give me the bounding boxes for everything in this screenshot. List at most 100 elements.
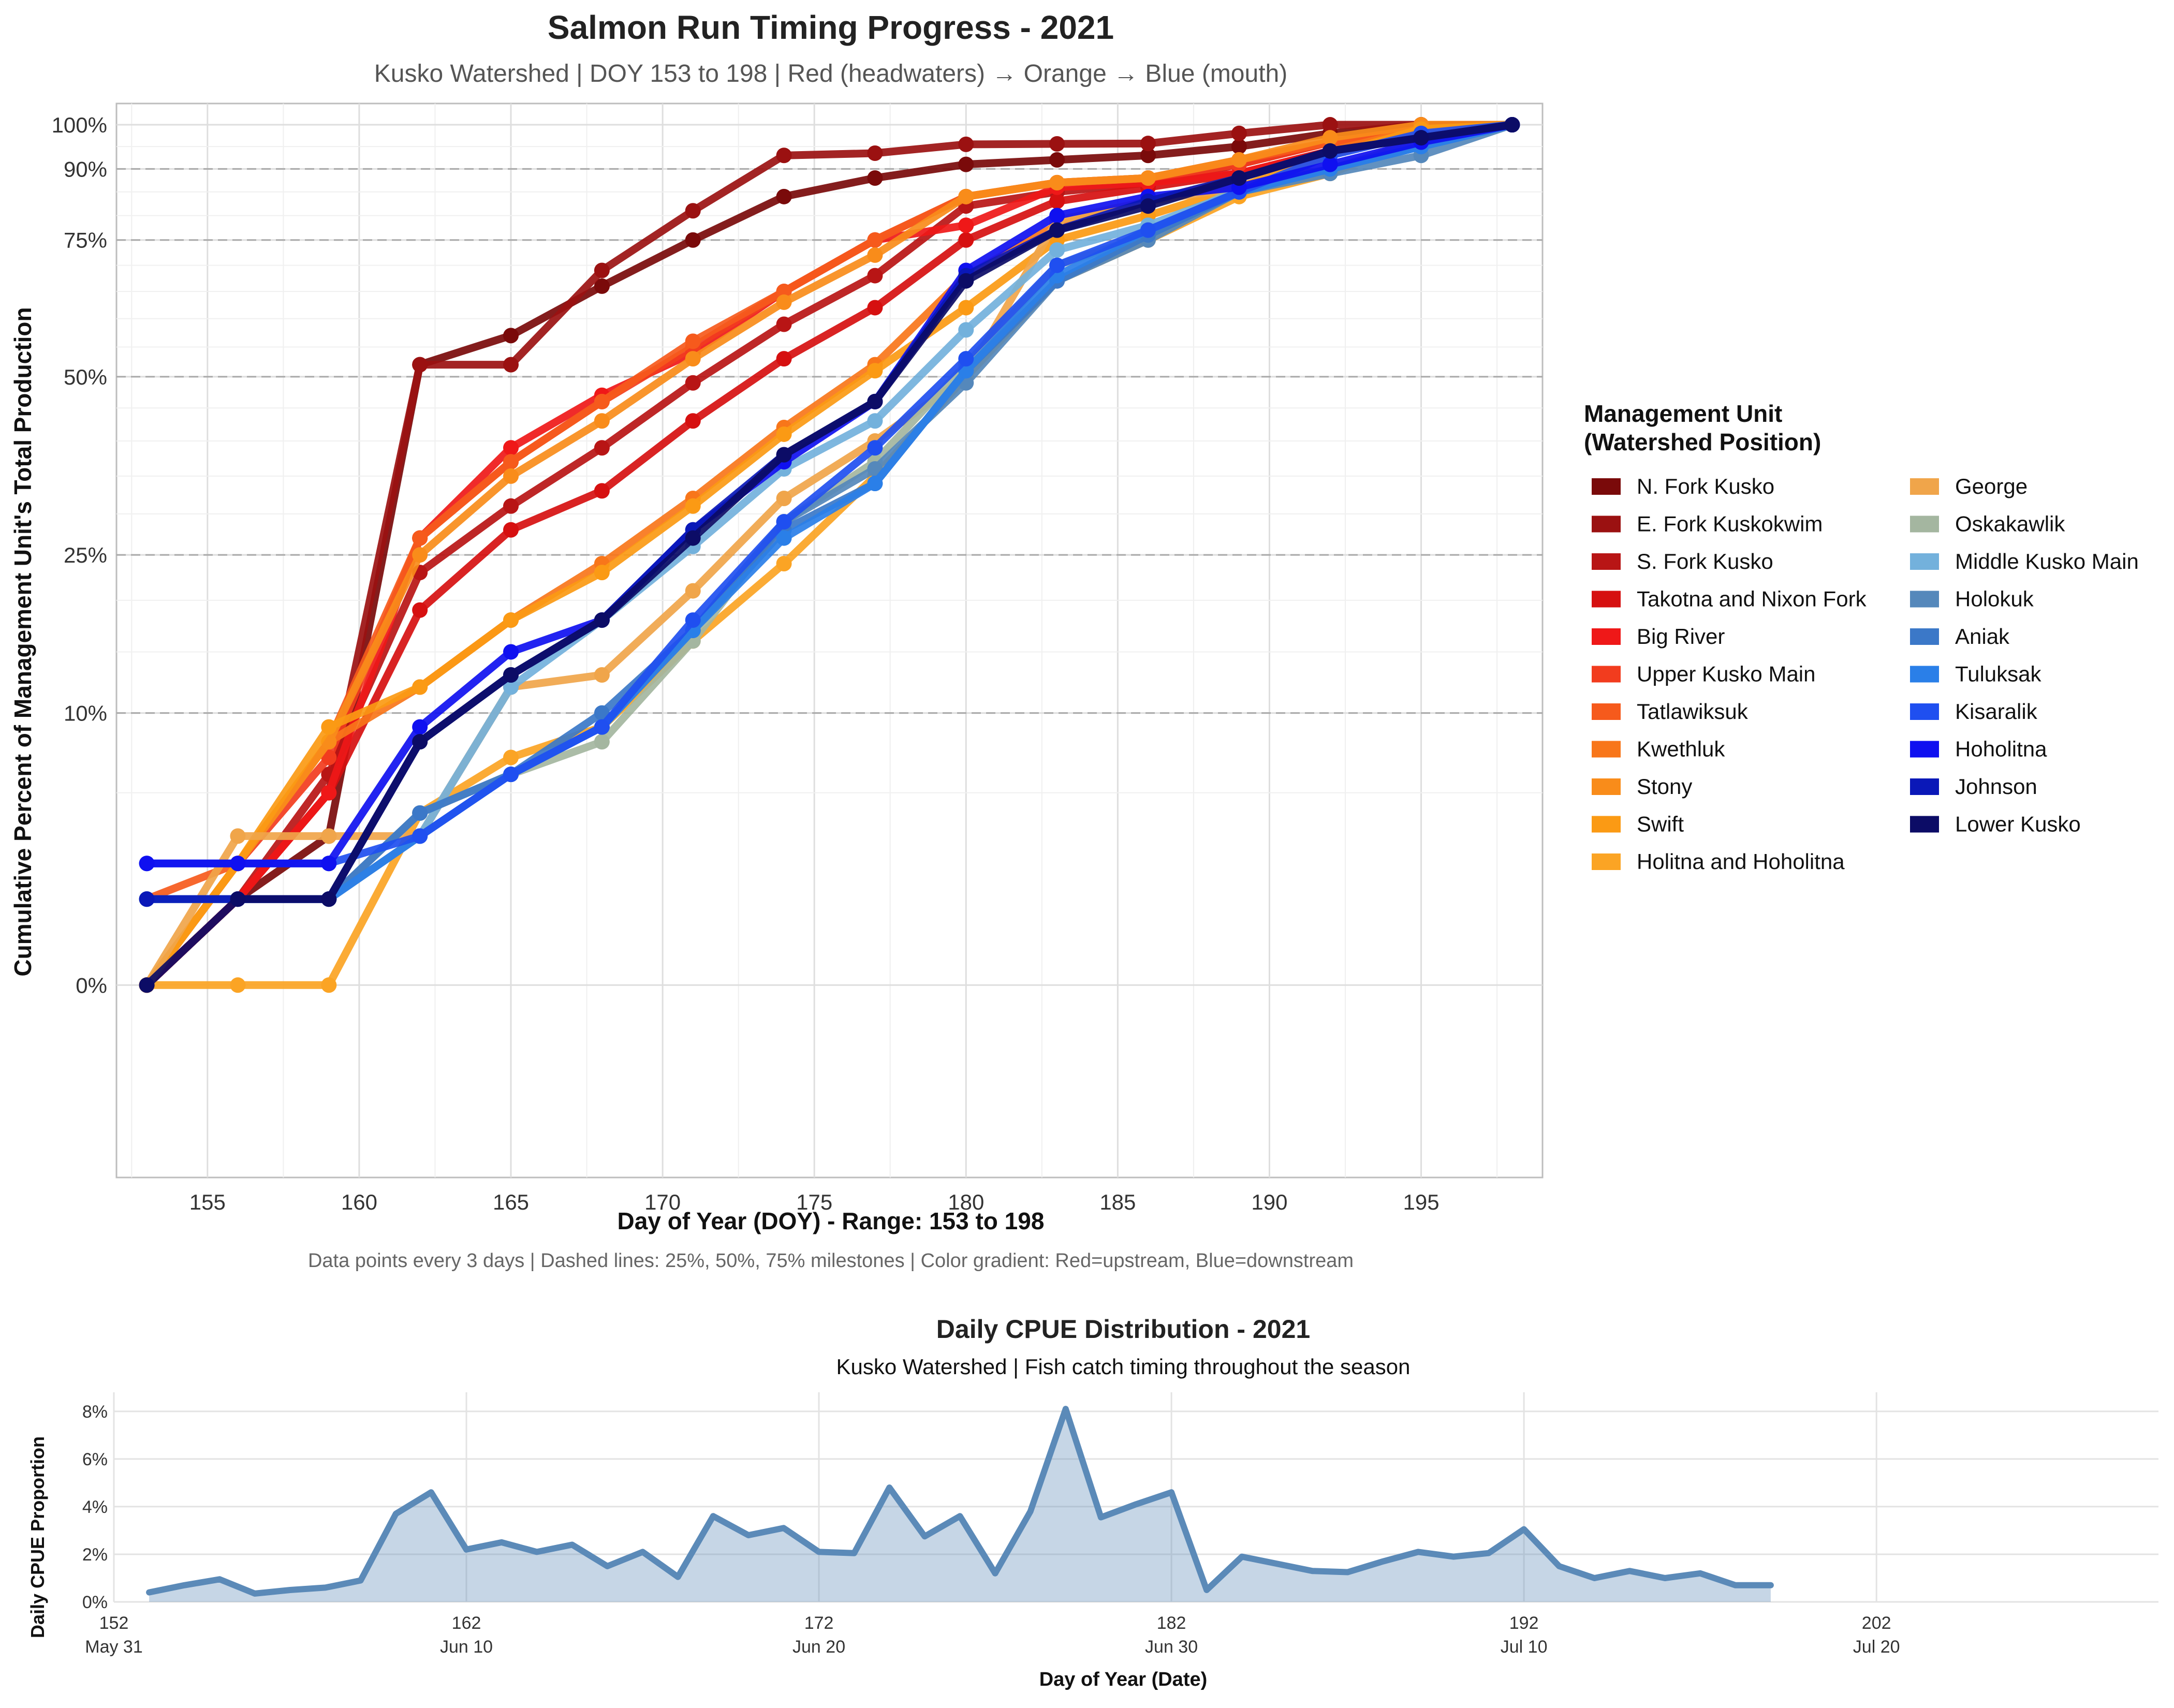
- data-point: [321, 749, 337, 765]
- cpue-line: [146, 1406, 1774, 1597]
- data-point: [412, 734, 428, 750]
- run-timing-chart: Salmon Run Timing Progress - 2021 Kusko …: [9, 9, 2139, 1272]
- data-point: [1049, 222, 1065, 238]
- legend-label: Kwethluk: [1637, 737, 1725, 761]
- legend-item-george: George: [1910, 474, 2028, 498]
- legend-item-tatlawiksuk: Tatlawiksuk: [1592, 699, 1749, 724]
- legend-label: S. Fork Kusko: [1637, 549, 1773, 573]
- data-point: [958, 156, 974, 172]
- cpue-x-axis-title: Day of Year (Date): [1039, 1669, 1208, 1690]
- legend-title: Management Unit: [1584, 400, 1782, 427]
- data-point: [958, 322, 974, 338]
- cpue-y-tick-label: 8%: [82, 1402, 108, 1422]
- legend-swatch: [1592, 853, 1621, 870]
- data-point: [230, 828, 246, 844]
- x-tick-label: 195: [1403, 1190, 1439, 1214]
- cpue-y-ticks: 0% 2% 4% 6% 8%: [82, 1402, 108, 1612]
- legend-swatch: [1592, 516, 1621, 533]
- legend-label: Holitna and Hoholitna: [1637, 849, 1845, 874]
- data-point: [412, 828, 428, 844]
- legend-swatch: [1910, 666, 1939, 683]
- cpue-series: [146, 1406, 1774, 1602]
- legend-item-upper-kusko-main: Upper Kusko Main: [1592, 662, 1816, 686]
- legend-label: Tatlawiksuk: [1637, 699, 1749, 724]
- cpue-chart: Daily CPUE Distribution - 2021 Kusko Wat…: [27, 1315, 2158, 1690]
- data-point: [867, 268, 883, 284]
- data-point: [139, 891, 155, 907]
- data-point: [230, 891, 246, 907]
- legend-swatch: [1592, 666, 1621, 683]
- legend-label: Upper Kusko Main: [1637, 662, 1816, 686]
- data-point: [139, 977, 155, 993]
- legend-item-e-fork-kuskokwim: E. Fork Kuskokwim: [1592, 512, 1823, 536]
- series-line: [143, 121, 1516, 989]
- data-point: [776, 351, 792, 367]
- data-point: [958, 136, 974, 152]
- legend-swatch: [1592, 778, 1621, 795]
- data-point: [594, 719, 610, 735]
- data-point: [1049, 257, 1065, 273]
- data-point: [685, 413, 701, 429]
- data-point: [594, 413, 610, 429]
- legend-label: Middle Kusko Main: [1955, 549, 2139, 573]
- cpue-y-axis-title: Daily CPUE Proportion: [27, 1436, 48, 1638]
- legend-label: N. Fork Kusko: [1637, 474, 1774, 498]
- cpue-y-tick-label: 4%: [82, 1497, 108, 1517]
- cpue-y-tick-label: 2%: [82, 1545, 108, 1565]
- legend-swatch: [1910, 778, 1939, 795]
- data-point: [139, 856, 155, 872]
- data-point: [867, 413, 883, 429]
- legend-subtitle: (Watershed Position): [1584, 429, 1821, 455]
- cpue-x-tick-label: 152: [99, 1613, 129, 1633]
- legend-swatch: [1592, 741, 1621, 758]
- legend-item-lower-kusko: Lower Kusko: [1910, 812, 2081, 836]
- data-point: [503, 612, 519, 628]
- data-point: [867, 232, 883, 248]
- y-tick-label: 100%: [52, 113, 107, 137]
- legend-item-aniak: Aniak: [1910, 624, 2010, 649]
- data-point: [412, 530, 428, 546]
- data-point: [503, 328, 519, 344]
- legend-swatch: [1910, 591, 1939, 608]
- cpue-x-tick-label: 182: [1157, 1613, 1186, 1633]
- legend-swatch: [1592, 703, 1621, 720]
- data-point: [1231, 139, 1247, 155]
- data-point: [503, 522, 519, 538]
- cpue-x-tick-date: Jul 10: [1501, 1637, 1548, 1657]
- x-axis-title: Day of Year (DOY) - Range: 153 to 198: [618, 1208, 1045, 1234]
- cpue-x-tick-date: Jun 30: [1145, 1637, 1198, 1657]
- data-point: [958, 188, 974, 204]
- data-point: [1322, 143, 1338, 159]
- data-point: [685, 498, 701, 514]
- cpue-x-tick-label: 192: [1509, 1613, 1539, 1633]
- data-point: [594, 440, 610, 456]
- data-point: [321, 719, 337, 735]
- cpue-x-tick-date: Jun 20: [792, 1637, 845, 1657]
- data-point: [958, 273, 974, 289]
- x-tick-label: 180: [948, 1190, 984, 1214]
- legend-label: Swift: [1637, 812, 1684, 836]
- data-point: [412, 719, 428, 735]
- legend: Management Unit (Watershed Position) N. …: [1584, 400, 2139, 874]
- data-point: [594, 278, 610, 294]
- legend-label: George: [1955, 474, 2028, 498]
- data-point: [1231, 125, 1247, 141]
- legend-label: Hoholitna: [1955, 737, 2047, 761]
- data-point: [776, 426, 792, 442]
- data-point: [685, 351, 701, 367]
- data-point: [1049, 193, 1065, 209]
- data-point: [1140, 198, 1156, 214]
- data-point: [958, 300, 974, 316]
- data-point: [412, 679, 428, 695]
- data-point: [776, 490, 792, 506]
- cpue-x-tick-date: Jun 10: [440, 1637, 493, 1657]
- legend-swatch: [1910, 553, 1939, 570]
- legend-swatch: [1910, 703, 1939, 720]
- data-point: [867, 145, 883, 161]
- data-point: [594, 734, 610, 750]
- data-point: [1322, 156, 1338, 172]
- data-point: [1140, 170, 1156, 186]
- chart-title: Salmon Run Timing Progress - 2021: [548, 9, 1114, 46]
- x-tick-label: 175: [796, 1190, 832, 1214]
